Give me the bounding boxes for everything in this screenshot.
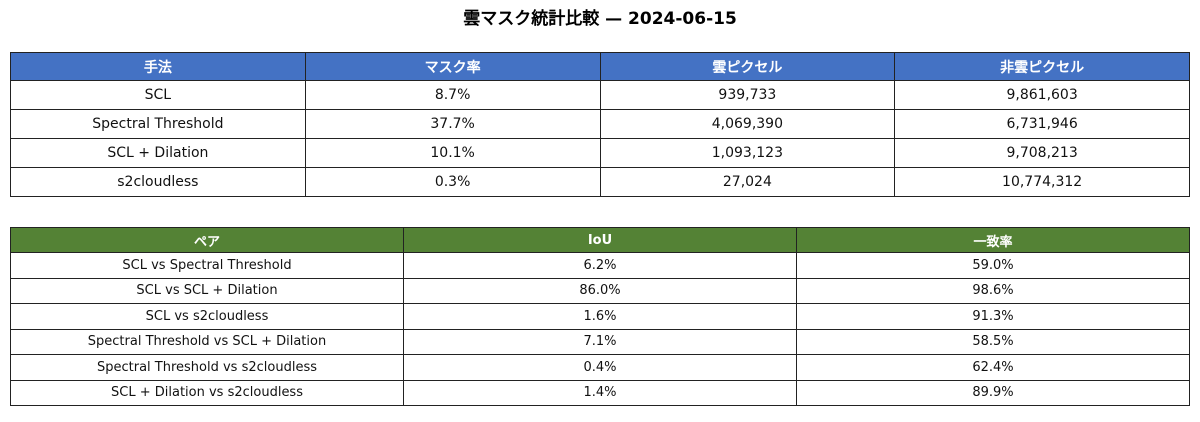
- table-body: SCL 8.7% 939,733 9,861,603 Spectral Threshol…: [10, 80, 1190, 197]
- header-cell: マスク率: [304, 52, 601, 81]
- header-cell: 手法: [10, 52, 306, 81]
- table-cell: 86.0%: [403, 277, 797, 304]
- table-cell: 62.4%: [796, 354, 1190, 381]
- table-cell: 37.7%: [304, 109, 601, 139]
- table-cell: 8.7%: [304, 80, 601, 110]
- table-cell: 89.9%: [796, 379, 1190, 406]
- table-cell: 0.3%: [304, 167, 601, 197]
- table-row: SCL vs s2cloudless 1.6% 91.3%: [10, 303, 1190, 330]
- table-cell: 939,733: [599, 80, 896, 110]
- table-cell: Spectral Threshold vs SCL + Dilation: [10, 328, 404, 355]
- table-cell: Spectral Threshold: [10, 109, 306, 139]
- header-cell: 非雲ピクセル: [894, 52, 1190, 81]
- table-cell: 91.3%: [796, 303, 1190, 330]
- table-cell: 4,069,390: [599, 109, 896, 139]
- table-cell: 9,708,213: [894, 138, 1190, 168]
- header-row: ペア IoU 一致率: [10, 227, 1190, 253]
- table-row: Spectral Threshold vs SCL + Dilation 7.1%…: [10, 328, 1190, 355]
- header-cell: 雲ピクセル: [599, 52, 896, 81]
- table-row: SCL + Dilation 10.1% 1,093,123 9,708,213: [10, 138, 1190, 168]
- table-cell: 7.1%: [403, 328, 797, 355]
- table-cell: SCL: [10, 80, 306, 110]
- table-row: SCL 8.7% 939,733 9,861,603: [10, 80, 1190, 110]
- header-cell: IoU: [403, 227, 797, 253]
- pair-table: ペア IoU 一致率 SCL vs Spectral Threshold 6.2% 59.…: [10, 227, 1190, 406]
- table-cell: Spectral Threshold vs s2cloudless: [10, 354, 404, 381]
- table-cell: 10,774,312: [894, 167, 1190, 197]
- table-body: SCL vs Spectral Threshold 6.2% 59.0% SCL vs…: [10, 252, 1190, 406]
- table-cell: s2cloudless: [10, 167, 306, 197]
- table-row: Spectral Threshold vs s2cloudless 0.4% 62.…: [10, 354, 1190, 381]
- table-cell: 59.0%: [796, 252, 1190, 279]
- table-row: Spectral Threshold 37.7% 4,069,390 6,731,94…: [10, 109, 1190, 139]
- table-cell: 27,024: [599, 167, 896, 197]
- table-cell: 58.5%: [796, 328, 1190, 355]
- table-row: SCL vs Spectral Threshold 6.2% 59.0%: [10, 252, 1190, 279]
- table-cell: SCL + Dilation: [10, 138, 306, 168]
- table-cell: 6.2%: [403, 252, 797, 279]
- table-cell: 6,731,946: [894, 109, 1190, 139]
- table-cell: 1.4%: [403, 379, 797, 406]
- table-head: 手法 マスク率 雲ピクセル 非雲ピクセル: [10, 52, 1190, 81]
- table-cell: 9,861,603: [894, 80, 1190, 110]
- table-cell: SCL vs s2cloudless: [10, 303, 404, 330]
- table-row: SCL vs SCL + Dilation 86.0% 98.6%: [10, 277, 1190, 304]
- table-cell: 10.1%: [304, 138, 601, 168]
- header-cell: ペア: [10, 227, 404, 253]
- table-cell: 1,093,123: [599, 138, 896, 168]
- title: 雲マスク統計比較 — 2024-06-15: [463, 9, 737, 29]
- table-cell: 0.4%: [403, 354, 797, 381]
- table-head: ペア IoU 一致率: [10, 227, 1190, 253]
- table-cell: SCL vs SCL + Dilation: [10, 277, 404, 304]
- table-cell: SCL vs Spectral Threshold: [10, 252, 404, 279]
- table-cell: 98.6%: [796, 277, 1190, 304]
- table-row: s2cloudless 0.3% 27,024 10,774,312: [10, 167, 1190, 197]
- stats-table: 手法 マスク率 雲ピクセル 非雲ピクセル SCL 8.7% 939,733 9,861,603…: [10, 52, 1190, 197]
- header-row: 手法 マスク率 雲ピクセル 非雲ピクセル: [10, 52, 1190, 81]
- header-cell: 一致率: [796, 227, 1190, 253]
- table-cell: SCL + Dilation vs s2cloudless: [10, 379, 404, 406]
- table-row: SCL + Dilation vs s2cloudless 1.4% 89.9%: [10, 379, 1190, 406]
- table-cell: 1.6%: [403, 303, 797, 330]
